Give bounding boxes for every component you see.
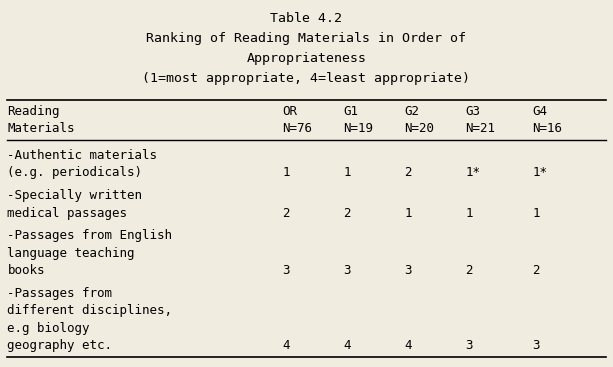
Text: 1: 1	[282, 166, 289, 179]
Text: 3: 3	[282, 264, 289, 277]
Text: 2: 2	[343, 207, 351, 219]
Text: (1=most appropriate, 4=least appropriate): (1=most appropriate, 4=least appropriate…	[142, 72, 471, 86]
Text: G1: G1	[343, 105, 358, 118]
Text: 4: 4	[282, 339, 289, 352]
Text: G3: G3	[465, 105, 480, 118]
Text: medical passages: medical passages	[7, 207, 128, 219]
Text: 1: 1	[404, 207, 412, 219]
Text: N=19: N=19	[343, 121, 373, 135]
Text: N=76: N=76	[282, 121, 312, 135]
Text: e.g biology: e.g biology	[7, 322, 90, 335]
Text: 1: 1	[343, 166, 351, 179]
Text: 2: 2	[404, 166, 412, 179]
Text: N=21: N=21	[465, 121, 495, 135]
Text: 1: 1	[532, 207, 540, 219]
Text: Table 4.2: Table 4.2	[270, 12, 343, 25]
Text: G2: G2	[404, 105, 419, 118]
Text: 2: 2	[282, 207, 289, 219]
Text: Ranking of Reading Materials in Order of: Ranking of Reading Materials in Order of	[147, 32, 466, 46]
Text: -Specially written: -Specially written	[7, 189, 142, 202]
Text: language teaching: language teaching	[7, 247, 135, 260]
Text: 1*: 1*	[465, 166, 480, 179]
Text: 4: 4	[404, 339, 412, 352]
Text: 4: 4	[343, 339, 351, 352]
Text: -Passages from: -Passages from	[7, 287, 113, 300]
Text: different disciplines,: different disciplines,	[7, 305, 172, 317]
Text: 3: 3	[465, 339, 473, 352]
Text: -Passages from English: -Passages from English	[7, 229, 172, 242]
Text: 2: 2	[465, 264, 473, 277]
Text: Appropriateness: Appropriateness	[246, 52, 367, 65]
Text: N=16: N=16	[532, 121, 562, 135]
Text: 3: 3	[343, 264, 351, 277]
Text: 1*: 1*	[532, 166, 547, 179]
Text: (e.g. periodicals): (e.g. periodicals)	[7, 166, 142, 179]
Text: 3: 3	[532, 339, 540, 352]
Text: geography etc.: geography etc.	[7, 339, 113, 352]
Text: OR: OR	[282, 105, 297, 118]
Text: N=20: N=20	[404, 121, 434, 135]
Text: 1: 1	[465, 207, 473, 219]
Text: 2: 2	[532, 264, 540, 277]
Text: G4: G4	[532, 105, 547, 118]
Text: 3: 3	[404, 264, 412, 277]
Text: -Authentic materials: -Authentic materials	[7, 149, 158, 162]
Text: Materials: Materials	[7, 121, 75, 135]
Text: Reading: Reading	[7, 105, 60, 118]
Text: books: books	[7, 264, 45, 277]
